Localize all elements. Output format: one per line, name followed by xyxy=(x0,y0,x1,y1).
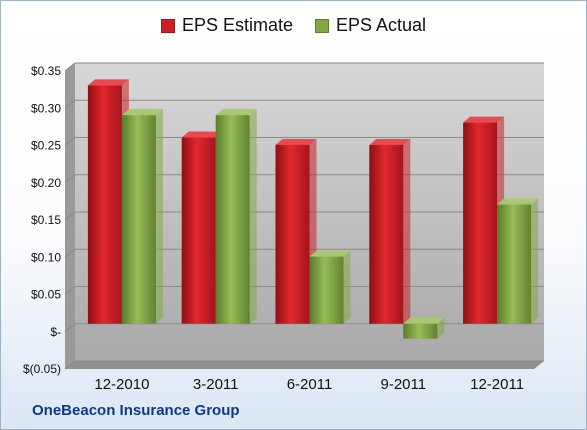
bar-side-actual xyxy=(531,198,539,324)
gridline-side xyxy=(64,248,76,258)
gridline-side xyxy=(64,174,76,184)
bar-top-estimate xyxy=(181,131,223,138)
y-tick-label: $0.30 xyxy=(31,101,61,115)
bar-side-actual xyxy=(343,250,351,324)
bar-actual xyxy=(403,323,438,339)
bar-estimate xyxy=(275,144,310,324)
bar-top-actual xyxy=(121,109,163,116)
gridline-side xyxy=(64,323,76,333)
gridline-side xyxy=(64,99,76,109)
x-tick-label: 12-2010 xyxy=(94,376,149,393)
bar-side-estimate xyxy=(403,138,411,324)
y-tick-label: $0.10 xyxy=(31,250,61,264)
y-tick-label: $0.25 xyxy=(31,139,61,153)
y-tick-label: $(0.05) xyxy=(23,362,61,376)
bar-actual xyxy=(309,256,344,324)
chart-legend: EPS Estimate EPS Actual xyxy=(1,15,586,36)
gridline-side xyxy=(64,62,76,72)
bar-top-estimate xyxy=(463,116,505,123)
gridline-side xyxy=(64,137,76,146)
bar-estimate xyxy=(463,122,498,324)
y-tick-label: $0.15 xyxy=(31,213,61,227)
legend-item-estimate: EPS Estimate xyxy=(160,15,293,36)
bar-actual xyxy=(497,204,532,324)
gridline-side xyxy=(64,211,76,221)
company-name: OneBeacon Insurance Group xyxy=(32,402,240,419)
bar-estimate xyxy=(369,144,404,324)
bar-side-actual xyxy=(155,109,163,324)
legend-item-actual: EPS Actual xyxy=(314,15,427,36)
gridline-side xyxy=(64,286,76,295)
bar-top-estimate xyxy=(275,138,317,145)
y-tick-label: $0.35 xyxy=(31,64,61,78)
bar-top-actual xyxy=(215,109,257,116)
x-tick-label: 3-2011 xyxy=(193,376,239,393)
y-tick-label: $- xyxy=(50,325,61,339)
bar-top-actual xyxy=(403,317,445,324)
bar-estimate xyxy=(87,85,122,324)
x-tick-label: 12-2011 xyxy=(470,376,524,393)
bar-side-actual xyxy=(437,317,445,339)
legend-swatch-estimate xyxy=(160,18,175,33)
gridline-side xyxy=(64,360,76,370)
bar-top-actual xyxy=(497,198,539,205)
legend-label-actual: EPS Actual xyxy=(335,15,427,35)
bar-top-actual xyxy=(309,250,351,257)
bar-estimate xyxy=(181,137,216,324)
bar-top-estimate xyxy=(369,138,411,145)
legend-swatch-actual xyxy=(314,18,329,33)
y-tick-label: $0.20 xyxy=(31,176,61,190)
legend-label-estimate: EPS Estimate xyxy=(181,15,293,35)
bar-actual xyxy=(215,115,250,324)
x-tick-label: 6-2011 xyxy=(287,376,333,393)
bar-top-estimate xyxy=(87,79,129,86)
bar-side-actual xyxy=(249,109,257,324)
x-tick-label: 9-2011 xyxy=(381,376,427,393)
bar-actual xyxy=(121,115,156,324)
y-tick-label: $0.05 xyxy=(31,288,61,302)
plot-floor xyxy=(65,361,544,369)
